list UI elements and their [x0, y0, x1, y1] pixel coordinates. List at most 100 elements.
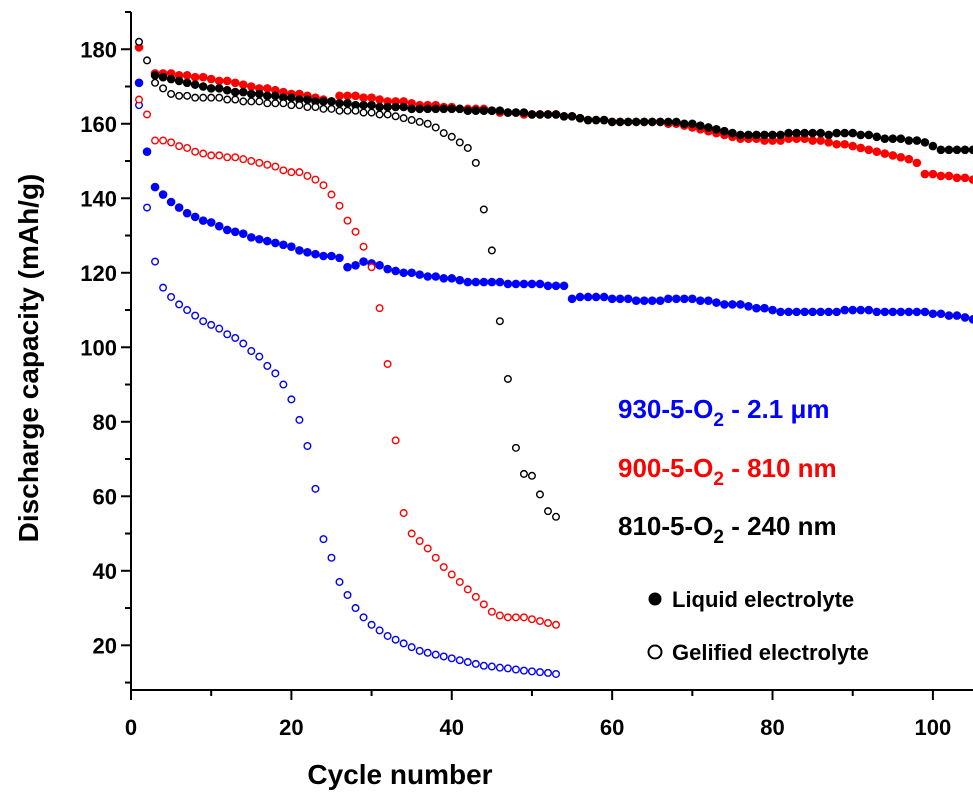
data-point — [800, 128, 809, 138]
data-point — [415, 536, 424, 545]
data-point — [936, 145, 946, 155]
data-point — [151, 257, 160, 266]
data-point — [303, 441, 312, 450]
data-point — [335, 98, 344, 108]
data-point — [856, 305, 866, 315]
data-point — [215, 151, 224, 160]
legend-label-tail: - 240 nm — [724, 511, 837, 541]
data-point — [247, 347, 256, 356]
data-point — [263, 84, 272, 93]
data-point — [655, 296, 665, 306]
data-point — [287, 168, 296, 177]
data-point — [744, 301, 753, 311]
data-point — [327, 190, 336, 199]
data-point — [447, 274, 457, 283]
data-point — [543, 110, 553, 119]
data-point — [343, 262, 352, 272]
data-point — [607, 294, 617, 304]
data-point — [311, 175, 320, 184]
data-point — [591, 115, 601, 125]
data-point — [222, 85, 232, 95]
data-point — [367, 93, 376, 102]
data-point — [311, 484, 320, 493]
legend-label-unit: μm — [790, 394, 829, 424]
data-point — [944, 171, 954, 181]
data-point — [134, 43, 144, 52]
data-point — [375, 304, 384, 313]
data-point — [792, 307, 801, 317]
data-point — [343, 106, 352, 115]
data-point — [519, 279, 529, 289]
y-tick-label: 20 — [93, 633, 117, 658]
data-point — [736, 130, 745, 140]
legend-label-tail: - 2.1 — [724, 394, 790, 424]
data-point — [824, 138, 833, 147]
data-point — [214, 76, 224, 86]
data-point — [503, 374, 512, 383]
data-point — [375, 261, 384, 270]
data-point — [407, 268, 416, 278]
data-point — [487, 662, 496, 671]
data-point — [511, 279, 521, 289]
data-point — [142, 147, 152, 156]
data-point — [760, 130, 769, 140]
data-point — [423, 104, 433, 114]
data-point — [255, 352, 264, 361]
data-point — [680, 294, 689, 304]
data-point — [151, 136, 160, 145]
data-point — [391, 635, 400, 644]
data-point — [551, 281, 561, 291]
data-point — [207, 320, 216, 329]
data-point — [151, 78, 160, 87]
data-point — [960, 173, 970, 183]
data-point — [960, 313, 970, 322]
data-point — [407, 116, 416, 125]
data-point — [166, 74, 176, 84]
data-point — [175, 300, 184, 309]
data-point — [439, 104, 449, 114]
y-tick-label: 120 — [80, 261, 117, 286]
data-point — [182, 208, 192, 218]
data-point — [447, 104, 457, 114]
data-point — [688, 119, 697, 129]
data-point — [271, 162, 280, 171]
data-point — [215, 93, 224, 102]
data-point — [359, 93, 368, 102]
data-point — [936, 309, 946, 319]
data-point — [631, 296, 641, 306]
data-point — [696, 121, 705, 130]
legend-entry: 810-5-O2 - 240 nm — [618, 511, 837, 548]
data-point — [303, 95, 312, 104]
data-point — [896, 307, 906, 317]
data-point — [455, 104, 465, 114]
data-point — [311, 102, 320, 111]
data-point — [904, 154, 914, 164]
data-point — [439, 652, 448, 661]
data-point — [736, 300, 745, 309]
data-point — [872, 147, 882, 156]
data-point — [230, 87, 240, 97]
data-point — [263, 160, 272, 169]
data-point — [487, 277, 497, 287]
y-tick-label: 40 — [93, 559, 117, 584]
x-tick-label: 80 — [760, 715, 784, 740]
data-point — [135, 95, 144, 104]
data-point — [447, 654, 456, 663]
data-point — [343, 91, 352, 101]
data-point — [190, 80, 200, 89]
data-point — [439, 563, 448, 572]
data-point — [287, 242, 296, 251]
data-point — [415, 270, 424, 279]
data-point — [143, 203, 152, 212]
data-point — [832, 128, 841, 138]
data-point — [832, 307, 841, 317]
legend-label-main: 810-5-O — [618, 511, 713, 541]
data-point — [230, 78, 240, 88]
data-point — [295, 415, 304, 424]
data-point — [174, 76, 184, 86]
data-point — [495, 611, 504, 620]
data-point — [351, 106, 360, 115]
data-point — [303, 247, 312, 257]
axis-ticks: 0 20 40 60 80 100 20 40 60 80 100 120 140 160 180 — [80, 11, 951, 740]
data-point — [920, 138, 930, 147]
